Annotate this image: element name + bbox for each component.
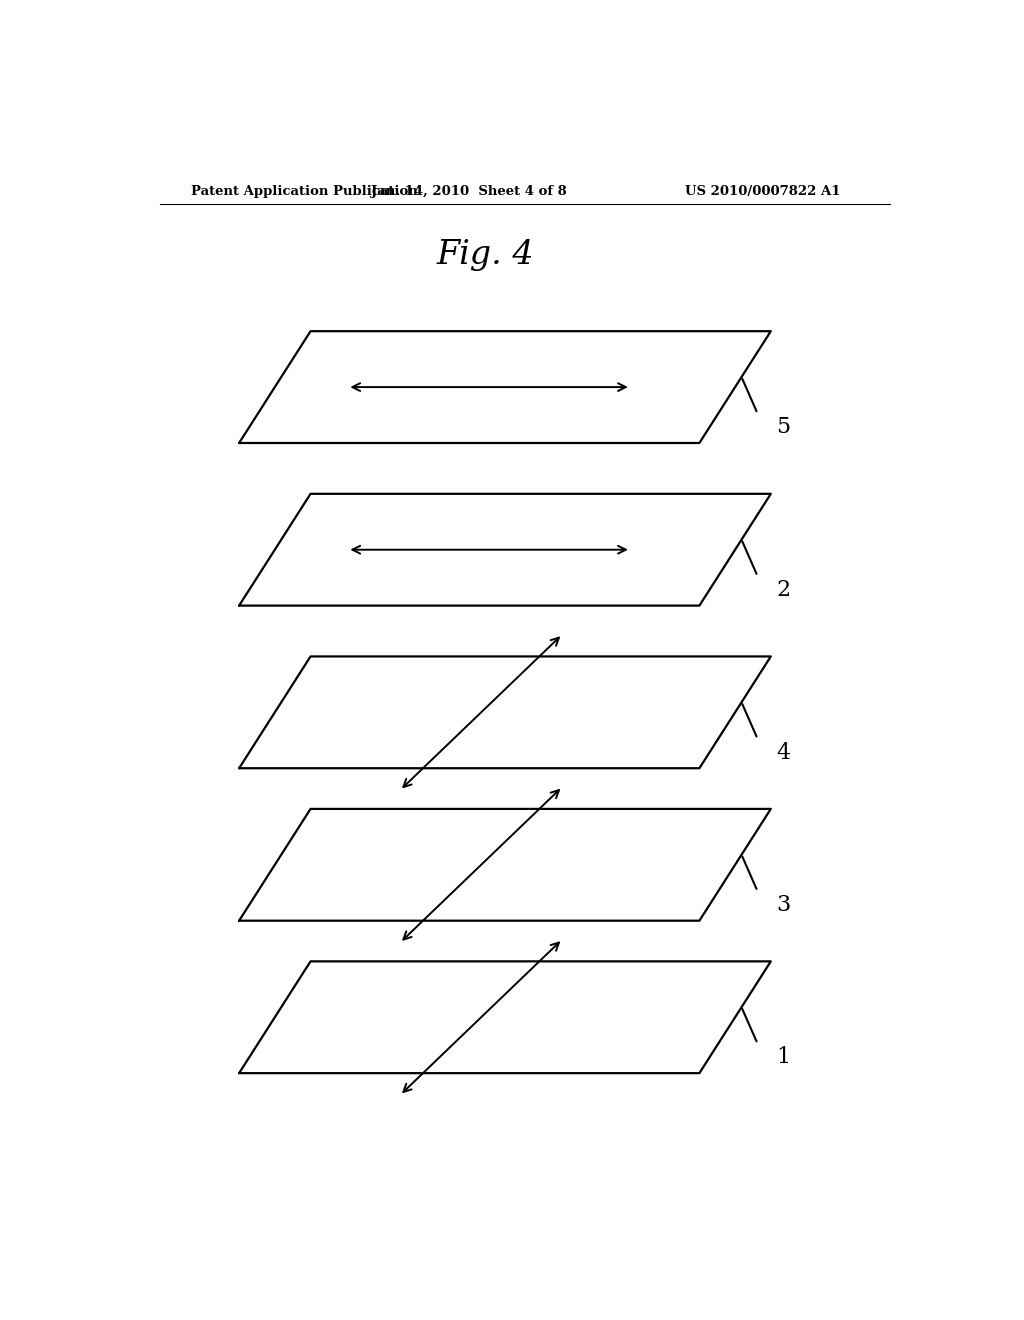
Text: Patent Application Publication: Patent Application Publication (191, 185, 418, 198)
Text: 4: 4 (776, 742, 791, 763)
Text: Fig. 4: Fig. 4 (436, 239, 534, 271)
Text: 2: 2 (776, 579, 791, 601)
Text: Jan. 14, 2010  Sheet 4 of 8: Jan. 14, 2010 Sheet 4 of 8 (372, 185, 567, 198)
Text: US 2010/0007822 A1: US 2010/0007822 A1 (685, 185, 841, 198)
Text: 5: 5 (776, 416, 791, 438)
Text: 1: 1 (776, 1047, 791, 1068)
Text: 3: 3 (776, 894, 791, 916)
